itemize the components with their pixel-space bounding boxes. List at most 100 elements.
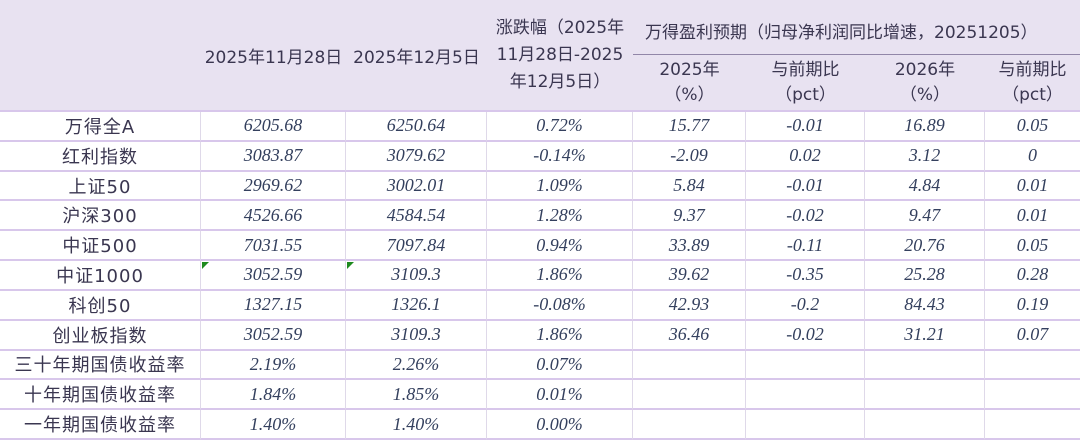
cell-est2025[interactable]: 42.93: [633, 290, 746, 321]
header-delta-2025[interactable]: 与前期比 （pct）: [771, 59, 840, 105]
cell-date2[interactable]: 3109.3: [346, 320, 487, 351]
cell-est2025[interactable]: 15.77: [633, 112, 746, 142]
cell-date1[interactable]: 3052.59: [201, 320, 346, 351]
cell-delta2026[interactable]: [985, 380, 1080, 411]
cell-est2025[interactable]: [633, 350, 746, 381]
cell-delta2025[interactable]: -0.11: [746, 231, 865, 262]
cell-est2026[interactable]: [865, 380, 985, 411]
header-date-2025-11-28[interactable]: 2025年11月28日: [204, 47, 343, 68]
cell-delta2026[interactable]: 0.07: [985, 321, 1080, 351]
cell-date2[interactable]: 1.85%: [346, 380, 487, 411]
cell-est2026[interactable]: [865, 410, 985, 440]
cell-label[interactable]: 红利指数: [0, 141, 201, 172]
header-date-2025-12-05[interactable]: 2025年12月5日: [353, 47, 480, 68]
cell-label[interactable]: 万得全A: [0, 112, 201, 142]
cell-label[interactable]: 创业板指数: [0, 320, 201, 351]
cell-change[interactable]: 0.07%: [487, 350, 633, 381]
cell-label[interactable]: 科创50: [0, 290, 201, 321]
cell-change[interactable]: 0.94%: [487, 231, 633, 262]
cell-date2[interactable]: 1.40%: [346, 410, 487, 440]
cell-date1[interactable]: 2.19%: [201, 350, 346, 381]
cell-delta2025[interactable]: [746, 410, 865, 440]
cell-est2025[interactable]: 5.84: [633, 171, 746, 202]
cell-change[interactable]: 1.09%: [487, 171, 633, 202]
cell-delta2025[interactable]: -0.2: [746, 290, 865, 321]
cell-delta2025[interactable]: -0.02: [746, 201, 865, 232]
cell-est2025[interactable]: 36.46: [633, 320, 746, 351]
cell-date1[interactable]: 6205.68: [201, 112, 346, 142]
cell-delta2026[interactable]: 0.05: [985, 231, 1080, 262]
header-empty-cell[interactable]: [0, 0, 201, 110]
cell-change[interactable]: 1.86%: [487, 320, 633, 351]
cell-change[interactable]: 1.86%: [487, 261, 633, 291]
cell-delta2025[interactable]: [746, 380, 865, 411]
cell-date2[interactable]: 1326.1: [346, 290, 487, 321]
cell-est2025[interactable]: [633, 380, 746, 411]
cell-est2026[interactable]: 16.89: [865, 112, 985, 142]
cell-date2[interactable]: 4584.54: [346, 201, 487, 232]
cell-label[interactable]: 沪深300: [0, 201, 201, 232]
cell-est2026[interactable]: 3.12: [865, 141, 985, 172]
header-delta-2026[interactable]: 与前期比 （pct）: [998, 59, 1067, 105]
cell-date1[interactable]: 7031.55: [201, 231, 346, 262]
cell-est2026[interactable]: 84.43: [865, 290, 985, 321]
cell-date2[interactable]: 3079.62: [346, 141, 487, 172]
cell-est2025[interactable]: -2.09: [633, 141, 746, 172]
cell-change[interactable]: -0.14%: [487, 141, 633, 172]
header-est-2026[interactable]: 2026年 （%）: [894, 59, 956, 105]
cell-label[interactable]: 中证500: [0, 231, 201, 262]
header-est-2025[interactable]: 2025年 （%）: [659, 59, 720, 105]
cell-delta2026[interactable]: 0.28: [985, 261, 1080, 291]
cell-value: 3109.3: [391, 264, 441, 285]
cell-label[interactable]: 十年期国债收益率: [0, 380, 201, 411]
cell-change[interactable]: 1.28%: [487, 201, 633, 232]
cell-label[interactable]: 三十年期国债收益率: [0, 350, 201, 381]
cell-delta2026[interactable]: 0.05: [985, 112, 1080, 142]
cell-date2[interactable]: 7097.84: [346, 231, 487, 262]
cell-delta2025[interactable]: -0.01: [746, 171, 865, 202]
cell-delta2025[interactable]: -0.02: [746, 320, 865, 351]
cell-delta2026[interactable]: [985, 351, 1080, 381]
header-change-pct[interactable]: 涨跌幅（2025年 11月28日-2025 年12月5日）: [495, 17, 625, 92]
cell-change[interactable]: -0.08%: [487, 290, 633, 321]
cell-delta2026[interactable]: 0.19: [985, 291, 1080, 321]
cell-delta2025[interactable]: -0.01: [746, 112, 865, 142]
table-header: 2025年11月28日 2025年12月5日 涨跌幅（2025年 11月28日-…: [0, 0, 1080, 110]
cell-est2025[interactable]: 9.37: [633, 201, 746, 232]
cell-est2026[interactable]: 9.47: [865, 201, 985, 232]
cell-est2025[interactable]: [633, 410, 746, 440]
cell-delta2026[interactable]: 0.01: [985, 201, 1080, 232]
cell-est2026[interactable]: [865, 350, 985, 381]
cell-label[interactable]: 一年期国债收益率: [0, 410, 201, 440]
cell-change[interactable]: 0.01%: [487, 380, 633, 411]
cell-est2026[interactable]: 20.76: [865, 231, 985, 262]
cell-est2026[interactable]: 25.28: [865, 261, 985, 291]
cell-date2[interactable]: 3109.3: [346, 261, 487, 291]
cell-label[interactable]: 中证1000: [0, 261, 201, 291]
cell-date1[interactable]: 1.40%: [201, 410, 346, 440]
cell-date1[interactable]: 2969.62: [201, 171, 346, 202]
cell-est2026[interactable]: 4.84: [865, 171, 985, 202]
cell-date1[interactable]: 1327.15: [201, 290, 346, 321]
cell-est2025[interactable]: 39.62: [633, 261, 746, 291]
cell-delta2026[interactable]: 0: [985, 142, 1080, 172]
excel-flag-icon: [202, 262, 209, 270]
cell-date2[interactable]: 6250.64: [346, 112, 487, 142]
cell-est2025[interactable]: 33.89: [633, 231, 746, 262]
cell-date1[interactable]: 1.84%: [201, 380, 346, 411]
cell-date2[interactable]: 3002.01: [346, 171, 487, 202]
cell-delta2025[interactable]: -0.35: [746, 261, 865, 291]
cell-delta2026[interactable]: [985, 410, 1080, 440]
cell-delta2025[interactable]: 0.02: [746, 141, 865, 172]
cell-date2[interactable]: 2.26%: [346, 350, 487, 381]
cell-est2026[interactable]: 31.21: [865, 320, 985, 351]
cell-change[interactable]: 0.00%: [487, 410, 633, 440]
cell-date1[interactable]: 4526.66: [201, 201, 346, 232]
cell-delta2025[interactable]: [746, 350, 865, 381]
cell-date1[interactable]: 3052.59: [201, 261, 346, 291]
header-earnings-group[interactable]: 万得盈利预期（归母净利润同比增速，20251205）: [633, 0, 1080, 55]
cell-delta2026[interactable]: 0.01: [985, 172, 1080, 202]
cell-label[interactable]: 上证50: [0, 171, 201, 202]
cell-change[interactable]: 0.72%: [487, 112, 633, 142]
cell-date1[interactable]: 3083.87: [201, 141, 346, 172]
